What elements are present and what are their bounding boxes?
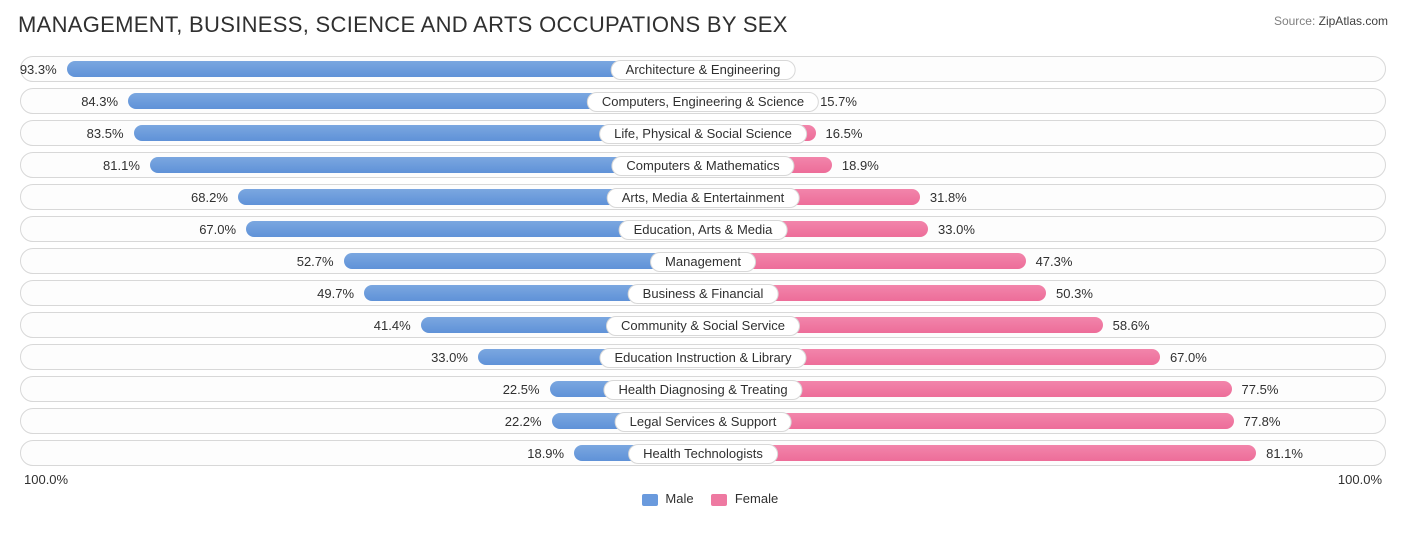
- male-pct: 22.2%: [505, 409, 542, 435]
- category-label: Health Technologists: [628, 444, 778, 464]
- bar-row: 49.7% 50.3% Business & Financial: [20, 280, 1386, 306]
- male-pct: 68.2%: [191, 185, 228, 211]
- bar-row: 84.3% 15.7%Computers, Engineering & Scien…: [20, 88, 1386, 114]
- category-label: Legal Services & Support: [615, 412, 792, 432]
- male-pct: 67.0%: [199, 217, 236, 243]
- male-pct: 52.7%: [297, 249, 334, 275]
- male-pct: 49.7%: [317, 281, 354, 307]
- bar-row: 81.1% 18.9% Computers & Mathematics: [20, 152, 1386, 178]
- legend-label-female: Female: [735, 491, 778, 506]
- axis-right-label: 100.0%: [1338, 472, 1382, 487]
- female-pct: 16.5%: [826, 121, 863, 147]
- category-label: Business & Financial: [628, 284, 779, 304]
- male-pct: 18.9%: [527, 441, 564, 467]
- legend-label-male: Male: [665, 491, 693, 506]
- male-bar: [67, 61, 703, 77]
- bar-row: 52.7% 47.3% Management: [20, 248, 1386, 274]
- bar-row: 22.5% 77.5% Health Diagnosing & Treating: [20, 376, 1386, 402]
- category-label: Arts, Media & Entertainment: [607, 188, 800, 208]
- category-label: Community & Social Service: [606, 316, 800, 336]
- female-pct: 81.1%: [1266, 441, 1303, 467]
- female-pct: 18.9%: [842, 153, 879, 179]
- female-pct: 77.5%: [1242, 377, 1279, 403]
- legend-swatch-male: [642, 494, 658, 506]
- category-label: Computers, Engineering & Science: [587, 92, 819, 112]
- male-pct: 81.1%: [103, 153, 140, 179]
- source-name: ZipAtlas.com: [1319, 14, 1388, 28]
- chart-title: MANAGEMENT, BUSINESS, SCIENCE AND ARTS O…: [18, 12, 788, 38]
- female-pct: 77.8%: [1244, 409, 1281, 435]
- female-pct: 33.0%: [938, 217, 975, 243]
- bar-row: 18.9% 81.1% Health Technologists: [20, 440, 1386, 466]
- axis-left-label: 100.0%: [24, 472, 68, 487]
- male-pct: 84.3%: [81, 89, 118, 115]
- female-pct: 47.3%: [1036, 249, 1073, 275]
- male-pct: 83.5%: [87, 121, 124, 147]
- source-label: Source:: [1274, 14, 1315, 28]
- category-label: Education Instruction & Library: [599, 348, 806, 368]
- category-label: Health Diagnosing & Treating: [603, 380, 802, 400]
- bar-row: 68.2% 31.8% Arts, Media & Entertainment: [20, 184, 1386, 210]
- female-pct: 58.6%: [1113, 313, 1150, 339]
- category-label: Education, Arts & Media: [619, 220, 788, 240]
- female-pct: 50.3%: [1056, 281, 1093, 307]
- bar-row: 93.3%6.7%Architecture & Engineering: [20, 56, 1386, 82]
- category-label: Life, Physical & Social Science: [599, 124, 807, 144]
- source-attribution: Source: ZipAtlas.com: [1274, 12, 1388, 28]
- female-pct: 15.7%: [820, 89, 857, 115]
- category-label: Management: [650, 252, 756, 272]
- male-pct: 33.0%: [431, 345, 468, 371]
- female-pct: 67.0%: [1170, 345, 1207, 371]
- diverging-bar-chart: 93.3%6.7%Architecture & Engineering 84.3%…: [18, 56, 1388, 466]
- bar-row: 83.5% 16.5% Life, Physical & Social Scienc…: [20, 120, 1386, 146]
- category-label: Computers & Mathematics: [611, 156, 794, 176]
- female-bar: [703, 445, 1256, 461]
- category-label: Architecture & Engineering: [611, 60, 796, 80]
- legend: Male Female: [18, 491, 1388, 506]
- female-pct: 31.8%: [930, 185, 967, 211]
- x-axis: 100.0% 100.0%: [18, 472, 1388, 487]
- bar-row: 67.0% 33.0% Education, Arts & Media: [20, 216, 1386, 242]
- bar-row: 33.0% 67.0% Education Instruction & Librar…: [20, 344, 1386, 370]
- bar-row: 41.4% 58.6% Community & Social Service: [20, 312, 1386, 338]
- male-pct: 22.5%: [503, 377, 540, 403]
- male-pct: 93.3%: [20, 57, 57, 83]
- bar-row: 22.2% 77.8% Legal Services & Support: [20, 408, 1386, 434]
- legend-swatch-female: [711, 494, 727, 506]
- male-pct: 41.4%: [374, 313, 411, 339]
